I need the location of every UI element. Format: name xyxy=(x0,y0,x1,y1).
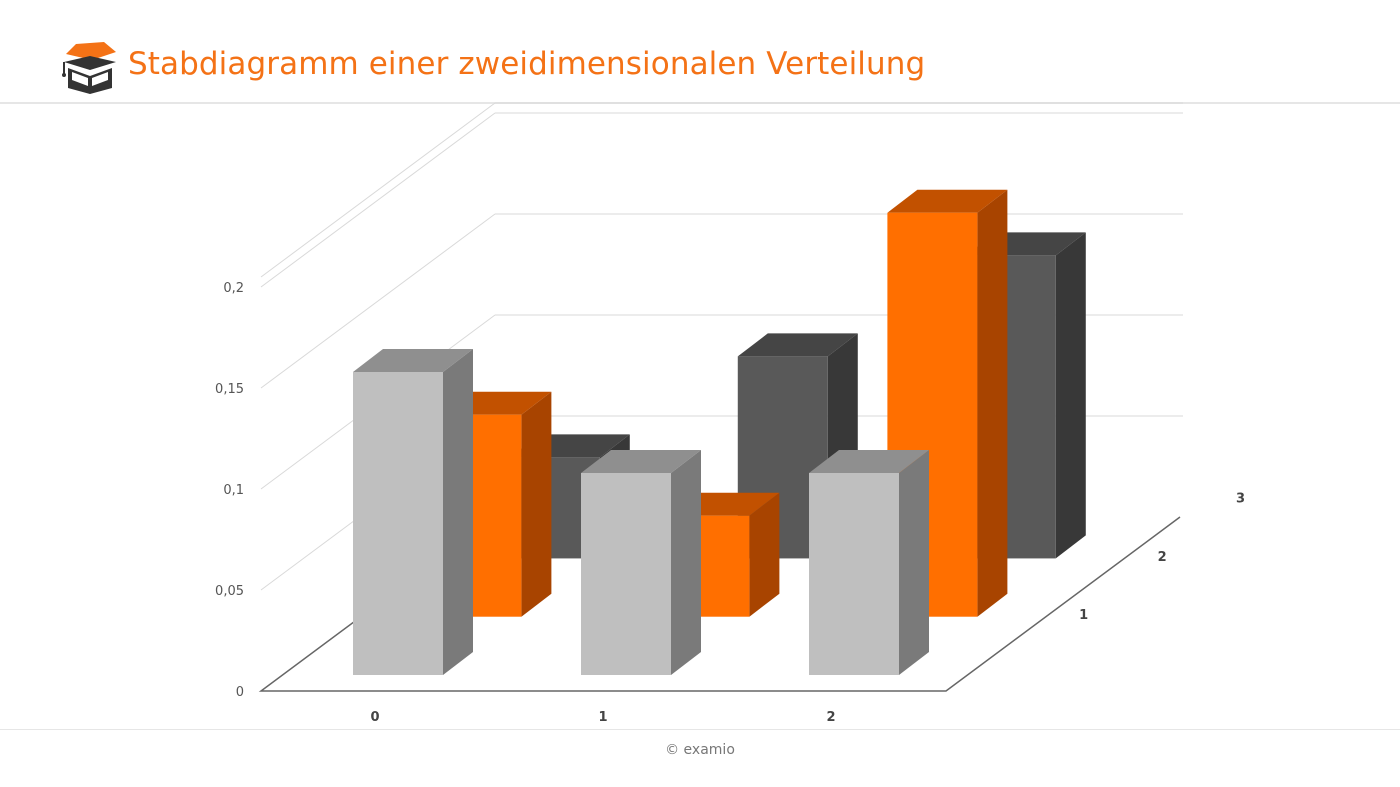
bar xyxy=(809,450,929,675)
bar-top xyxy=(887,189,1008,213)
bar-top xyxy=(353,349,473,372)
bar-front xyxy=(581,473,671,675)
gridline-side xyxy=(260,213,496,389)
depth-category-label: 1 xyxy=(1079,608,1088,623)
y-tick-label: 0 xyxy=(236,685,244,700)
copyright-text: © examio xyxy=(665,742,735,758)
bar-side xyxy=(749,492,780,617)
page-title: Stabdiagramm einer zweidimensionalen Ver… xyxy=(128,46,926,82)
y-tick-label: 0,05 xyxy=(215,584,244,599)
x-category-label: 0 xyxy=(370,710,379,725)
gridline-side xyxy=(260,112,496,288)
bar xyxy=(581,450,701,675)
bar-side xyxy=(443,349,473,675)
y-tick-label: 0,2 xyxy=(223,281,244,296)
x-category-label: 1 xyxy=(598,710,607,725)
footer-divider xyxy=(0,729,1400,730)
bar-side xyxy=(521,391,552,617)
bar-side xyxy=(977,189,1008,617)
depth-category-label: 2 xyxy=(1158,550,1167,565)
bar-side xyxy=(1055,232,1086,559)
bar-top xyxy=(809,450,929,473)
bar-side xyxy=(899,450,929,675)
bar xyxy=(353,349,473,675)
gridline-side xyxy=(260,102,496,278)
graduation-cap-book-icon xyxy=(62,42,116,94)
bar-front xyxy=(809,473,899,675)
header: Stabdiagramm einer zweidimensionalen Ver… xyxy=(0,0,1400,104)
depth-category-label: 3 xyxy=(1236,492,1245,507)
y-tick-label: 0,1 xyxy=(223,483,244,498)
bar-front xyxy=(353,372,443,675)
x-category-label: 2 xyxy=(826,710,835,725)
bar-top xyxy=(737,333,858,357)
y-tick-label: 0,15 xyxy=(215,382,244,397)
bar-side xyxy=(671,450,701,675)
bar-top xyxy=(581,450,701,473)
